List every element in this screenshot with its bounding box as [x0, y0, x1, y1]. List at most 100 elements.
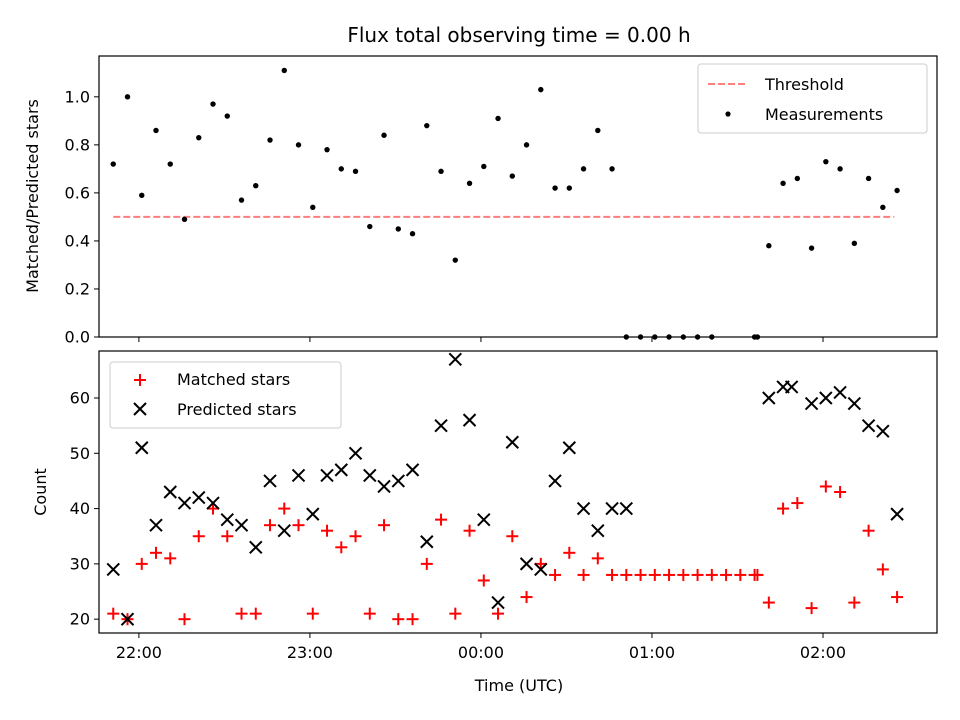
measurement-point	[167, 161, 173, 167]
bottom-x-tick-label: 01:00	[629, 643, 675, 662]
matched-star-point	[378, 519, 391, 532]
measurement-point	[808, 245, 815, 251]
bottom-panel: 20 30 40 50 60 22:00 23:00 00:00 01:00 02:00 Cou…	[31, 350, 938, 695]
predicted-star-point	[890, 507, 904, 521]
matched-star-point	[734, 568, 747, 581]
predicted-star-point	[619, 501, 634, 516]
matched-star-point	[805, 602, 818, 615]
top-legend-frame	[697, 63, 928, 134]
measurement-point	[509, 173, 515, 179]
measurement-point	[466, 180, 473, 186]
top-y-tick-label: 0.0	[65, 328, 90, 347]
matched-star-point	[606, 568, 619, 581]
measurement-point	[409, 231, 416, 237]
predicted-star-point	[277, 523, 291, 538]
matched-star-point	[292, 519, 305, 532]
matched-star-point	[762, 596, 775, 609]
predicted-star-point	[477, 512, 491, 527]
matched-star-point	[563, 546, 576, 559]
measurement-point	[523, 142, 530, 148]
matched-star-point	[264, 519, 277, 532]
matched-star-point	[777, 502, 790, 515]
top-x-axis	[138, 337, 824, 342]
top-y-tick-label: 1.0	[65, 87, 90, 106]
matched-star-point	[406, 613, 419, 626]
predicted-star-point	[234, 518, 249, 532]
measurement-point	[238, 197, 245, 203]
predicted-star-point	[519, 557, 534, 571]
bottom-x-axis: 22:00 23:00 00:00 01:00 02:00	[116, 633, 846, 662]
matched-star-point	[506, 530, 519, 543]
predicted-star-point	[163, 485, 177, 499]
measurement-point	[880, 204, 886, 211]
matched-star-point	[677, 568, 690, 581]
bottom-axes-frame	[98, 350, 938, 634]
matched-star-point	[249, 607, 262, 620]
legend-threshold-label: Threshold	[764, 75, 844, 94]
bottom-x-tick-label: 00:00	[458, 643, 504, 662]
matched-star-point	[477, 574, 490, 587]
measurement-point	[110, 161, 116, 167]
bottom-y-axis-label: Count	[31, 468, 50, 516]
measurement-point	[310, 204, 316, 211]
predicted-star-point	[320, 468, 334, 483]
matched-star-point	[663, 568, 676, 581]
measurement-point	[281, 67, 287, 74]
measurement-point	[196, 134, 202, 141]
legend-predicted-swatch	[133, 402, 147, 416]
matched-star-point	[620, 568, 633, 581]
measurement-point	[253, 182, 259, 189]
top-panel: Flux total observing time = 0.00 h 0.00.…	[23, 23, 938, 347]
legend-matched-swatch	[134, 374, 146, 386]
measurement-point	[580, 166, 587, 172]
measurement-point	[452, 257, 458, 263]
matched-star-point	[634, 568, 647, 581]
matched-star-point	[577, 568, 590, 581]
measurement-point	[267, 137, 273, 143]
predicted-star-point	[306, 507, 320, 521]
measurement-point	[780, 180, 786, 186]
top-legend: Threshold Measurements	[697, 63, 928, 134]
measurement-point	[566, 185, 573, 191]
predicted-star-point	[784, 380, 799, 394]
matched-star-point	[705, 568, 718, 581]
predicted-star-point	[847, 396, 862, 411]
matched-star-point	[392, 613, 405, 626]
matched-star-point	[164, 552, 177, 565]
predicted-star-point	[576, 501, 591, 516]
bottom-y-axis: 20 30 40 50 60	[70, 389, 99, 629]
measurement-point	[124, 94, 131, 100]
legend-measurements-swatch	[725, 111, 731, 117]
predicted-star-point	[334, 463, 348, 477]
matched-star-point	[819, 480, 832, 493]
measurement-point	[210, 101, 216, 107]
bottom-y-tick-label: 40	[70, 499, 90, 518]
predicted-star-point	[120, 612, 135, 626]
measurement-point	[837, 166, 843, 172]
predicted-star-point	[448, 352, 462, 367]
measurement-point	[851, 240, 858, 247]
bottom-legend: Matched stars Predicted stars	[109, 361, 342, 429]
measurement-point	[324, 146, 330, 153]
legend-matched-label: Matched stars	[177, 370, 290, 389]
matched-star-point	[420, 557, 433, 570]
measurement-point	[153, 127, 159, 134]
measurement-point	[438, 168, 444, 174]
matched-star-point	[150, 546, 163, 559]
predicted-star-point	[106, 562, 120, 577]
predicted-star-point	[420, 535, 434, 549]
measurement-point	[609, 166, 615, 172]
matched-star-point	[848, 596, 861, 609]
predicted-star-point	[819, 391, 833, 405]
bottom-x-tick-label: 02:00	[800, 643, 846, 662]
top-y-tick-label: 0.6	[65, 183, 90, 202]
predicted-star-point	[434, 418, 448, 433]
predicted-star-point	[348, 446, 363, 461]
measurement-point	[794, 175, 801, 182]
measurement-point	[766, 243, 772, 249]
top-y-axis: 0.0 0.2 0.4 0.6 0.8 1.0	[65, 87, 99, 347]
predicted-star-point	[534, 562, 548, 577]
matched-star-point	[449, 607, 462, 620]
matched-star-point	[235, 607, 248, 620]
